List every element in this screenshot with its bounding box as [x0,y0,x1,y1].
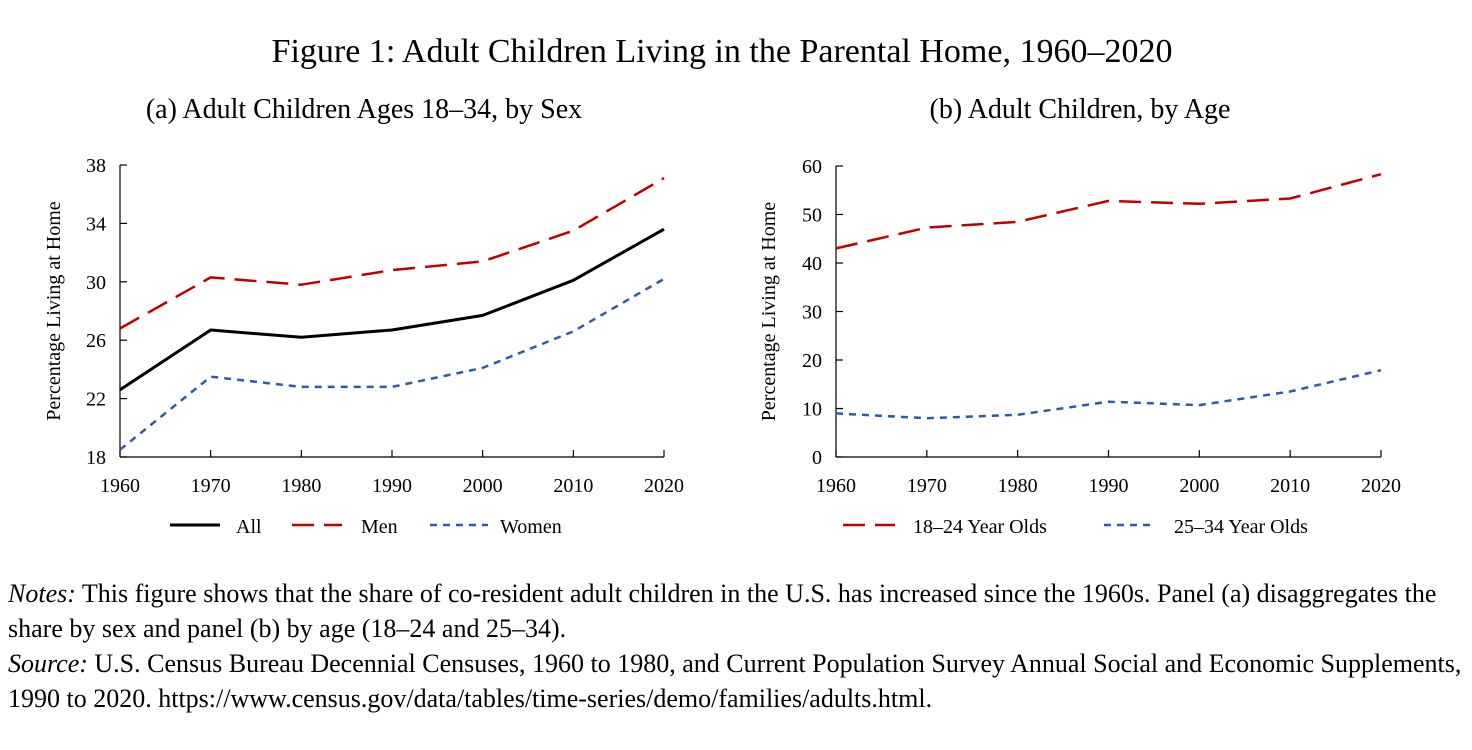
panel-b-y-axis-label: Percentage Living at Home [758,202,780,421]
panel-a-y-axis-label: Percentage Living at Home [43,201,65,420]
figure-canvas: Figure 1: Adult Children Living in the P… [43,33,1401,538]
source-label: Source: [8,649,88,678]
panel-b-series-25-34-year-olds-line [835,368,1382,420]
panel-b-x-tick-label: 2020 [1361,475,1401,497]
source-paragraph: Source: U.S. Census Bureau Decennial Cen… [8,646,1464,716]
panel-a-x-tick-label: 1990 [372,475,412,497]
panel-a-y-tick-label: 34 [86,213,106,235]
panel-a-legend-label-women: Women [500,516,562,538]
panel-b-series-18-24-year-olds-line [835,172,1382,250]
notes-paragraph: Notes: This figure shows that the share … [8,576,1464,646]
panel-b-x-tick-label: 1990 [1089,475,1129,497]
panel-b-legend-label-18-24-year-olds: 18–24 Year Olds [913,516,1047,538]
panel-a-x-tick-label: 2000 [463,475,503,497]
panel-a-x-tick-label: 2010 [553,475,593,497]
panel-b-y-tick-label: 10 [802,399,822,421]
panel-b-title: (b) Adult Children, by Age [930,94,1231,125]
panel-a-y-tick-label: 30 [86,272,106,294]
panel-a-series-all-line [119,227,665,392]
panel-b-age: (b) Adult Children, by Age 0 10 20 30 40 50 60 1… [758,94,1401,538]
panel-a-x-tick-label: 1970 [191,475,231,497]
figure-notes: Notes: This figure shows that the share … [8,576,1464,716]
panel-b-legend-label-25-34-year-olds: 25–34 Year Olds [1174,516,1308,538]
panel-b-y-tick-label: 0 [812,447,822,469]
panel-a-legend-label-all: All [236,516,262,538]
source-text: U.S. Census Bureau Decennial Censuses, 1… [8,649,1462,713]
panel-a-legend-label-men: Men [361,516,398,538]
panel-b-y-tick-label: 50 [802,205,822,227]
figure-title: Figure 1: Adult Children Living in the P… [272,33,1173,70]
panel-b-y-tick-label: 20 [802,350,822,372]
panel-b-y-tick-label: 30 [802,302,822,324]
panel-b-x-tick-label: 2000 [1179,475,1219,497]
panel-a-y-tick-label: 22 [86,389,106,411]
notes-text: This figure shows that the share of co-r… [8,579,1437,643]
panel-b-x-tick-label: 1980 [998,475,1038,497]
panel-a-y-tick-label: 18 [86,447,106,469]
panel-a-x-tick-label: 2020 [644,475,684,497]
panel-a-series-women-line [119,277,665,451]
panel-b-x-tick-label: 2010 [1270,475,1310,497]
panel-b-y-tick-label: 60 [802,156,822,178]
panel-b-x-tick-label: 1970 [907,475,947,497]
notes-label: Notes: [8,579,76,608]
panel-b-x-tick-label: 1960 [816,475,856,497]
panel-a-title: (a) Adult Children Ages 18–34, by Sex [146,94,582,125]
panel-b-y-tick-label: 40 [802,253,822,275]
panel-a-series-men-line [119,177,665,330]
panel-a-sex: (a) Adult Children Ages 18–34, by Sex 18 2… [43,94,684,538]
panel-a-y-tick-label: 38 [86,155,106,177]
panel-a-y-tick-label: 26 [86,330,106,352]
panel-a-x-tick-label: 1960 [100,475,140,497]
panel-a-x-tick-label: 1980 [281,475,321,497]
